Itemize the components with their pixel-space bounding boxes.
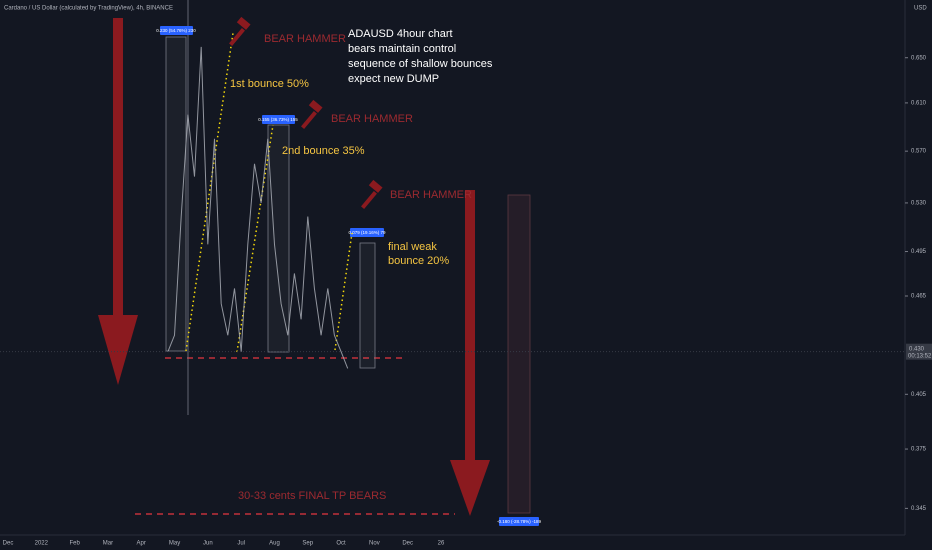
annotation: BEAR HAMMER <box>331 113 413 125</box>
annotation: 30-33 cents FINAL TP BEARS <box>238 490 386 502</box>
y-tick-label: 0.405 <box>911 392 927 398</box>
measure-box <box>267 124 290 353</box>
annotation: BEAR HAMMER <box>390 189 472 201</box>
x-tick-label: Mar <box>103 541 113 547</box>
x-tick-label: Apr <box>137 541 146 547</box>
x-tick-label: May <box>169 541 180 547</box>
bounce-line <box>334 232 353 351</box>
y-tick-label: 0.345 <box>911 506 927 512</box>
arrow-left <box>98 18 138 385</box>
x-tick-label: Dec <box>3 541 14 547</box>
x-tick-label: 26 <box>438 541 445 547</box>
measure-label: -0.180 (-28.78%) -189 <box>497 519 542 524</box>
y-tick-label: 0.375 <box>911 447 927 453</box>
hammer-icon <box>361 179 383 209</box>
x-tick-label: Jul <box>237 541 245 547</box>
y-tick-label: 0.570 <box>911 149 927 155</box>
measure-box <box>165 36 187 352</box>
last-price-label: 0.430 <box>909 346 925 352</box>
measure-box <box>507 194 531 514</box>
x-tick-label: Dec <box>402 541 413 547</box>
annotation: expect new DUMP <box>348 73 439 85</box>
x-tick-label: Aug <box>269 541 280 547</box>
y-tick-label: 0.650 <box>911 55 927 61</box>
y-tick-label: 0.530 <box>911 201 927 207</box>
price-line <box>167 46 349 369</box>
annotation: 1st bounce 50% <box>230 78 309 90</box>
annotation: sequence of shallow bounces <box>348 58 493 70</box>
x-tick-label: Nov <box>369 541 380 547</box>
countdown: 00:13:52 <box>908 353 932 359</box>
x-tick-label: Jun <box>203 541 213 547</box>
x-tick-label: 2022 <box>35 541 49 547</box>
annotation: final weak <box>388 241 437 253</box>
measure-label-bg <box>499 517 539 526</box>
hammer-icon <box>229 16 251 46</box>
last-price-bg <box>906 343 932 360</box>
annotation: bounce 20% <box>388 255 449 267</box>
measure-label-bg <box>350 228 384 237</box>
annotation: BEAR HAMMER <box>264 33 346 45</box>
annotation: ADAUSD 4hour chart <box>348 28 453 40</box>
y-tick-label: 0.610 <box>911 100 927 106</box>
annotation: bears maintain control <box>348 43 456 55</box>
measure-label-bg <box>262 115 295 124</box>
hammer-icon <box>301 99 323 129</box>
annotation: 2nd bounce 35% <box>282 145 365 157</box>
y-tick-label: 0.465 <box>911 294 927 300</box>
measure-label: 0.079 (19.16%) 79 <box>348 230 386 235</box>
x-tick-label: Oct <box>336 541 346 547</box>
currency: USD <box>914 6 927 12</box>
x-tick-label: Sep <box>302 541 313 547</box>
arrow-right <box>450 190 490 516</box>
measure-label: 0.230 (54.76%) 230 <box>156 28 196 33</box>
measure-box <box>359 242 376 369</box>
y-tick-label: 0.495 <box>911 249 927 255</box>
measure-label: 0.155 (36.73%) 155 <box>258 117 298 122</box>
measure-label-bg <box>160 26 193 35</box>
symbol-title: Cardano / US Dollar (calculated by Tradi… <box>4 6 173 12</box>
x-tick-label: Feb <box>69 541 80 547</box>
